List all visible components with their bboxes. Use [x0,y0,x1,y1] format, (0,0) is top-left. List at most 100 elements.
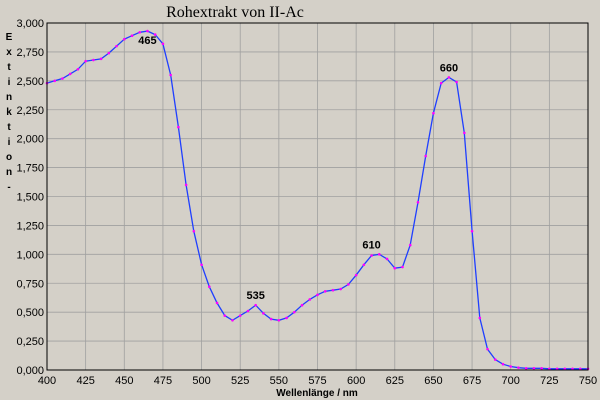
data-point [277,318,281,322]
data-point [92,58,95,62]
y-tick-label: 0,750 [16,278,44,290]
x-tick-labels: 400 425 450 475 500 525 550 575 600 625 650 675 700 7… [38,375,597,387]
data-point [115,44,118,48]
data-point [385,257,389,261]
data-point [192,229,196,233]
data-point [362,263,366,267]
data-point [524,366,528,370]
data-point [177,125,180,129]
data-point [254,303,257,307]
data-point [146,29,149,33]
data-point [401,265,404,269]
data-series [45,29,590,371]
data-point [316,293,319,297]
data-point [470,229,474,233]
data-point [563,367,567,371]
data-point [455,80,458,84]
peak-label: 610 [362,239,380,251]
x-tick-label: 425 [76,375,94,387]
data-point [493,358,497,361]
data-point [532,366,536,370]
y-tick-label: 2,000 [16,134,44,146]
data-point [517,366,520,369]
x-tick-label: 750 [579,375,597,387]
y-tick-label: 0,000 [16,365,44,377]
data-point [501,362,505,366]
x-tick-label: 625 [386,375,404,387]
x-axis-label: Wellenlänge / nm [276,388,358,399]
data-point [378,253,381,256]
data-point [331,288,335,292]
data-point [231,318,234,322]
y-tick-label: 0,250 [16,336,44,348]
y-tick-labels: 0,000 0,250 0,500 0,750 1,000 1,250 1,500 1,750… [16,18,44,377]
data-point [99,57,103,61]
data-point [262,312,265,315]
y-tick-label: 1,250 [16,220,44,232]
x-tick-label: 525 [231,375,249,387]
y-tick-label: 1,000 [16,249,44,261]
data-point [285,316,288,320]
x-tick-label: 700 [502,375,520,387]
x-tick-label: 550 [270,375,288,387]
data-point [339,287,342,291]
x-tick-label: 650 [424,375,442,387]
y-tick-label: 2,750 [16,47,44,59]
y-tick-label: 0,500 [16,307,44,319]
y-tick-label: 2,500 [16,76,44,88]
data-point [130,34,134,38]
data-point [107,51,111,55]
y-tick-label: 2,250 [16,105,44,117]
x-tick-label: 600 [347,375,365,387]
data-point [200,263,203,267]
data-point [463,131,466,135]
x-tick-label: 475 [154,375,172,387]
data-point [354,273,358,277]
plot-frame [46,22,589,371]
x-tick-label: 500 [192,375,210,387]
data-point [238,314,242,317]
y-tick-label: 1,750 [16,163,44,175]
x-tick-label: 725 [540,375,558,387]
data-point [61,77,64,80]
grid [47,23,588,370]
data-point [323,290,327,293]
data-point [432,111,435,115]
data-point [416,200,420,204]
peak-label: 660 [440,62,458,74]
data-point [540,366,543,370]
data-point [548,367,551,371]
data-point [393,266,397,270]
data-point [347,283,350,286]
data-point [184,183,188,187]
x-tick-label: 450 [115,375,133,387]
data-point [293,310,296,314]
data-point [169,73,172,77]
data-point [439,81,443,85]
data-point [208,285,211,289]
x-tick-label: 400 [38,375,56,387]
data-point [555,367,559,371]
data-point [269,317,273,321]
data-point [246,309,250,313]
data-point [509,365,513,368]
data-point [478,316,482,320]
data-point [122,37,126,41]
data-point [53,79,57,83]
data-point [84,59,87,63]
data-point [447,76,451,79]
data-point [370,254,373,257]
data-point [408,243,412,247]
peak-label: 465 [138,35,156,47]
data-point [486,347,489,351]
data-point [153,33,157,36]
data-point [138,30,142,34]
data-point [161,42,165,46]
x-tick-label: 575 [308,375,326,387]
data-point [76,67,80,71]
data-point [578,367,582,371]
data-point [424,154,428,158]
peak-annotations: 465 535 610 660 [138,35,458,302]
